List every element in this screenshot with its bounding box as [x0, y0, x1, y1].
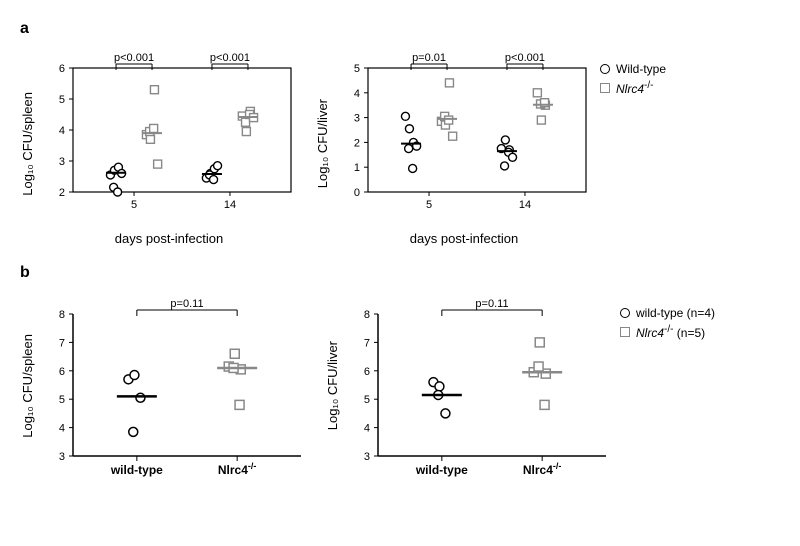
panel-b: b Log₁₀ CFU/spleen 3 4 5 6 7 8 wild-type Nlrc4-…	[20, 264, 780, 486]
svg-text:6: 6	[59, 366, 65, 378]
svg-text:p=0.01: p=0.01	[412, 52, 446, 64]
svg-text:4: 4	[354, 88, 360, 100]
legend-item-wt: Wild-type	[600, 62, 666, 76]
svg-text:4: 4	[59, 125, 65, 137]
svg-text:8: 8	[364, 309, 370, 321]
svg-text:5: 5	[426, 199, 432, 211]
svg-text:p=0.11: p=0.11	[475, 298, 508, 310]
chart-body: 0 1 2 3 4 5 5 14 p=0.01 p<0.001 days post-infecti…	[334, 42, 594, 246]
svg-text:3: 3	[354, 113, 360, 125]
svg-text:14: 14	[519, 199, 531, 211]
svg-text:4: 4	[364, 423, 370, 435]
panel-a-row: Log₁₀ CFU/spleen 2 3 4 5 6 5 14 p<0.001 p<0.001 …	[20, 42, 780, 246]
svg-text:7: 7	[364, 337, 370, 349]
panel-b-row: Log₁₀ CFU/spleen 3 4 5 6 7 8 wild-type Nlrc4-/-…	[20, 286, 780, 486]
chart-body: 2 3 4 5 6 5 14 p<0.001 p<0.001 days post-infecti…	[39, 42, 299, 246]
legend-label: Nlrc4-/- (n=5)	[636, 324, 705, 340]
svg-text:1: 1	[354, 162, 360, 174]
legend-label: Nlrc4-/-	[616, 80, 653, 96]
chart-svg: 3 4 5 6 7 8 wild-type Nlrc4-/- p=0.11	[344, 286, 614, 486]
y-axis-label: Log₁₀ CFU/spleen	[20, 92, 35, 196]
svg-text:3: 3	[59, 156, 65, 168]
svg-text:5: 5	[59, 394, 65, 406]
chart-svg: 3 4 5 6 7 8 wild-type Nlrc4-/- p=0.11	[39, 286, 309, 486]
svg-text:p<0.001: p<0.001	[210, 52, 250, 64]
svg-text:p=0.11: p=0.11	[170, 298, 203, 310]
panel-a: a Log₁₀ CFU/spleen 23456514p<0.001p<0.00…	[20, 20, 780, 246]
square-icon	[600, 83, 610, 93]
y-axis-label: Log₁₀ CFU/spleen	[20, 334, 35, 438]
legend-item-ko: Nlrc4-/- (n=5)	[620, 324, 715, 340]
svg-text:0: 0	[354, 187, 360, 199]
svg-text:4: 4	[59, 423, 65, 435]
svg-text:wild-type: wild-type	[110, 463, 163, 477]
svg-text:8: 8	[59, 309, 65, 321]
panel-a-spleen: Log₁₀ CFU/spleen 2 3 4 5 6 5 14 p<0.001 p<0.001 …	[20, 42, 299, 246]
legend-item-wt: wild-type (n=4)	[620, 306, 715, 320]
svg-text:6: 6	[59, 63, 65, 75]
y-axis-label: Log₁₀ CFU/liver	[315, 99, 330, 188]
x-axis-label: days post-infection	[334, 231, 594, 246]
circle-icon	[600, 64, 610, 74]
svg-text:3: 3	[59, 451, 65, 463]
legend-label: wild-type (n=4)	[636, 306, 715, 320]
svg-text:14: 14	[224, 199, 236, 211]
svg-text:2: 2	[354, 137, 360, 149]
svg-text:3: 3	[364, 451, 370, 463]
square-icon	[620, 327, 630, 337]
svg-text:5: 5	[59, 94, 65, 106]
svg-text:p<0.001: p<0.001	[505, 52, 545, 64]
svg-text:7: 7	[59, 337, 65, 349]
panel-b-legend: wild-type (n=4) Nlrc4-/- (n=5)	[620, 306, 715, 344]
svg-text:5: 5	[131, 199, 137, 211]
svg-text:Nlrc4-/-: Nlrc4-/-	[523, 461, 562, 477]
panel-b-label: b	[20, 264, 780, 282]
chart-svg: 2 3 4 5 6 5 14 p<0.001 p<0.001	[39, 42, 299, 222]
svg-text:5: 5	[364, 394, 370, 406]
svg-text:2: 2	[59, 187, 65, 199]
legend-item-ko: Nlrc4-/-	[600, 80, 666, 96]
legend-label: Wild-type	[616, 62, 666, 76]
panel-a-label: a	[20, 20, 780, 38]
panel-b-liver: Log₁₀ CFU/liver 3 4 5 6 7 8 wild-type Nlrc4-/- p…	[325, 286, 614, 486]
svg-text:6: 6	[364, 366, 370, 378]
svg-text:Nlrc4-/-: Nlrc4-/-	[218, 461, 257, 477]
panel-b-spleen: Log₁₀ CFU/spleen 3 4 5 6 7 8 wild-type Nlrc4-/-…	[20, 286, 309, 486]
svg-text:5: 5	[354, 63, 360, 75]
circle-icon	[620, 308, 630, 318]
panel-a-liver: Log₁₀ CFU/liver 0 1 2 3 4 5 5 14 p=0.01 p<0.001 d…	[315, 42, 594, 246]
y-axis-label: Log₁₀ CFU/liver	[325, 341, 340, 430]
panel-a-legend: Wild-type Nlrc4-/-	[600, 62, 666, 100]
svg-text:wild-type: wild-type	[415, 463, 468, 477]
chart-svg: 0 1 2 3 4 5 5 14 p=0.01 p<0.001	[334, 42, 594, 222]
svg-text:p<0.001: p<0.001	[114, 52, 154, 64]
x-axis-label: days post-infection	[39, 231, 299, 246]
